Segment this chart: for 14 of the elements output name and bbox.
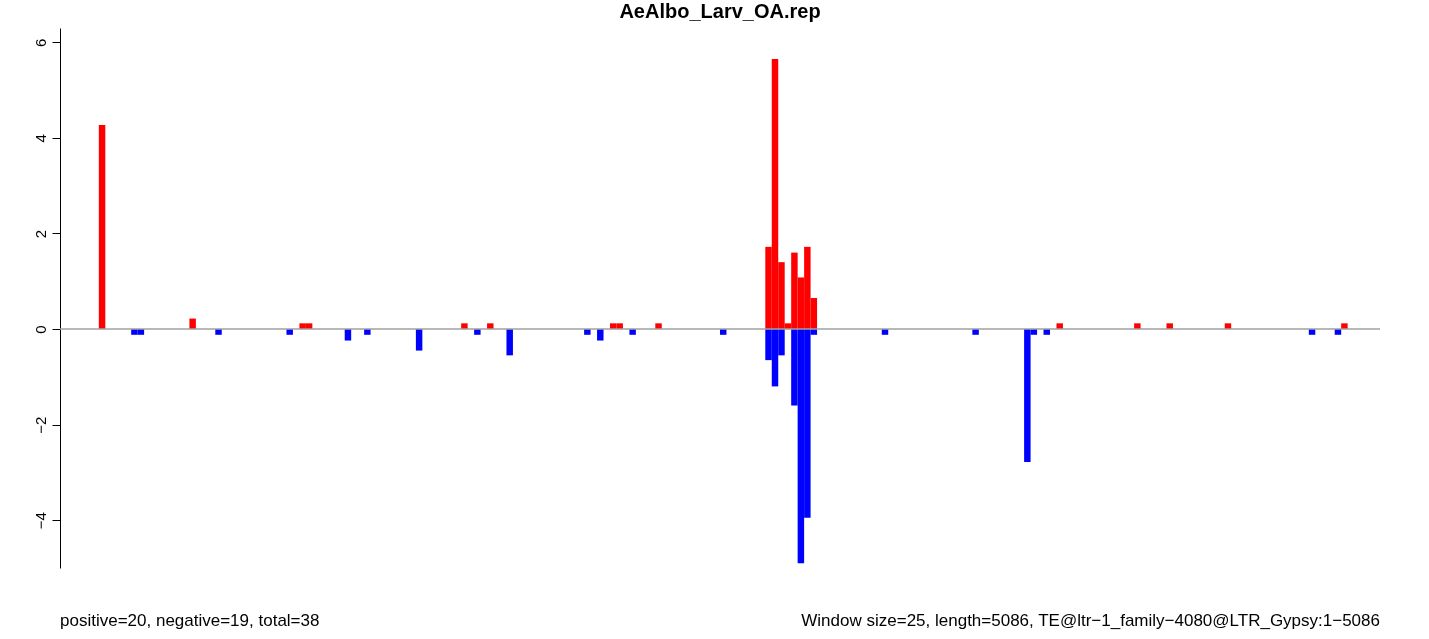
bar (506, 329, 513, 356)
y-tick-label: 2 (31, 229, 49, 239)
y-tick-label: 4 (31, 134, 49, 143)
chart-title: AeAlbo_Larv_OA.rep (619, 0, 821, 22)
y-tick-label: −2 (31, 416, 49, 434)
y-tick-label: 6 (31, 38, 49, 48)
bar (415, 329, 423, 351)
bar (597, 329, 604, 341)
bar (98, 125, 106, 330)
y-tick-label: −4 (31, 512, 49, 530)
text: Window size=25, length=5086, TE@ltr−1_family−4080@LTR_Gypsy:1−5086 (801, 611, 1380, 630)
text: positive=20, negative=19, total=38 (60, 611, 320, 630)
bar (189, 318, 196, 330)
y-tick-label: 0 (31, 325, 49, 334)
